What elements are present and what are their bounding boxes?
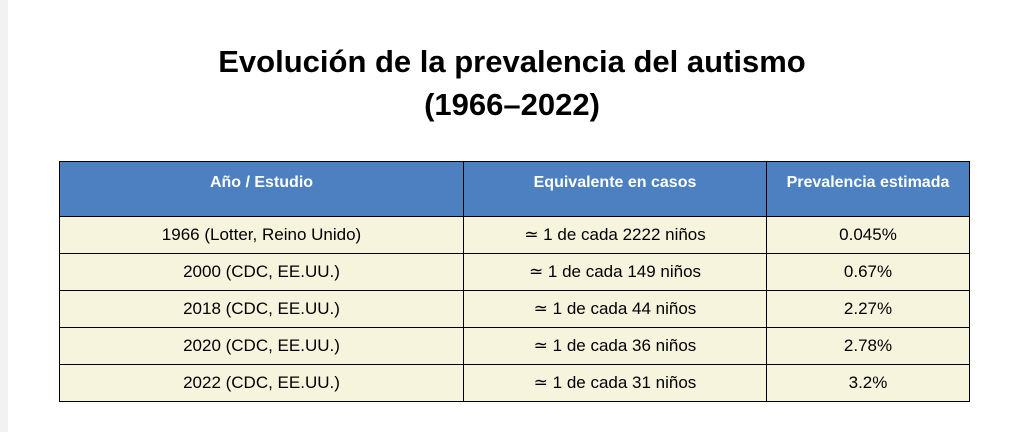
subtitle: (1966–2022) — [424, 87, 600, 122]
table-cell: 2018 (CDC, EE.UU.) — [59, 290, 464, 328]
table-cell: 2.27% — [766, 290, 970, 328]
table-cell: 2020 (CDC, EE.UU.) — [59, 327, 464, 365]
table-cell: 2000 (CDC, EE.UU.) — [59, 253, 464, 291]
table-cell: 2.78% — [766, 327, 970, 365]
table-cell: 1966 (Lotter, Reino Unido) — [59, 216, 464, 254]
table-cell: ≃ 1 de cada 31 niños — [463, 364, 767, 402]
title-block: Evolución de la prevalencia del autismo … — [0, 40, 1024, 126]
title: Evolución de la prevalencia del autismo — [218, 44, 806, 79]
table-row: 2018 (CDC, EE.UU.) ≃ 1 de cada 44 niños 2.… — [59, 290, 970, 328]
table-head: Año / Estudio Equivalente en casos Prevale… — [59, 161, 970, 217]
table-cell: 2022 (CDC, EE.UU.) — [59, 364, 464, 402]
column-header: Equivalente en casos — [463, 161, 767, 217]
table-cell: ≃ 1 de cada 2222 niños — [463, 216, 767, 254]
table-row: 1966 (Lotter, Reino Unido) ≃ 1 de cada 22… — [59, 216, 970, 254]
table-cell: 3.2% — [766, 364, 970, 402]
column-header: Año / Estudio — [59, 161, 464, 217]
table-cell: ≃ 1 de cada 36 niños — [463, 327, 767, 365]
table-cell: 0.045% — [766, 216, 970, 254]
table-cell: 0.67% — [766, 253, 970, 291]
header-row: Año / Estudio Equivalente en casos Prevale… — [59, 161, 970, 217]
table-row: 2022 (CDC, EE.UU.) ≃ 1 de cada 31 niños 3.… — [59, 364, 970, 402]
prevalence-table: Año / Estudio Equivalente en casos Prevale… — [59, 161, 970, 402]
table-body: 1966 (Lotter, Reino Unido) ≃ 1 de cada 22… — [59, 216, 970, 402]
edge-strip — [0, 0, 8, 432]
table-cell: ≃ 1 de cada 149 niños — [463, 253, 767, 291]
table-row: 2000 (CDC, EE.UU.) ≃ 1 de cada 149 niños 0… — [59, 253, 970, 291]
table-row: 2020 (CDC, EE.UU.) ≃ 1 de cada 36 niños 2.… — [59, 327, 970, 365]
column-header: Prevalencia estimada — [766, 161, 970, 217]
table-cell: ≃ 1 de cada 44 niños — [463, 290, 767, 328]
